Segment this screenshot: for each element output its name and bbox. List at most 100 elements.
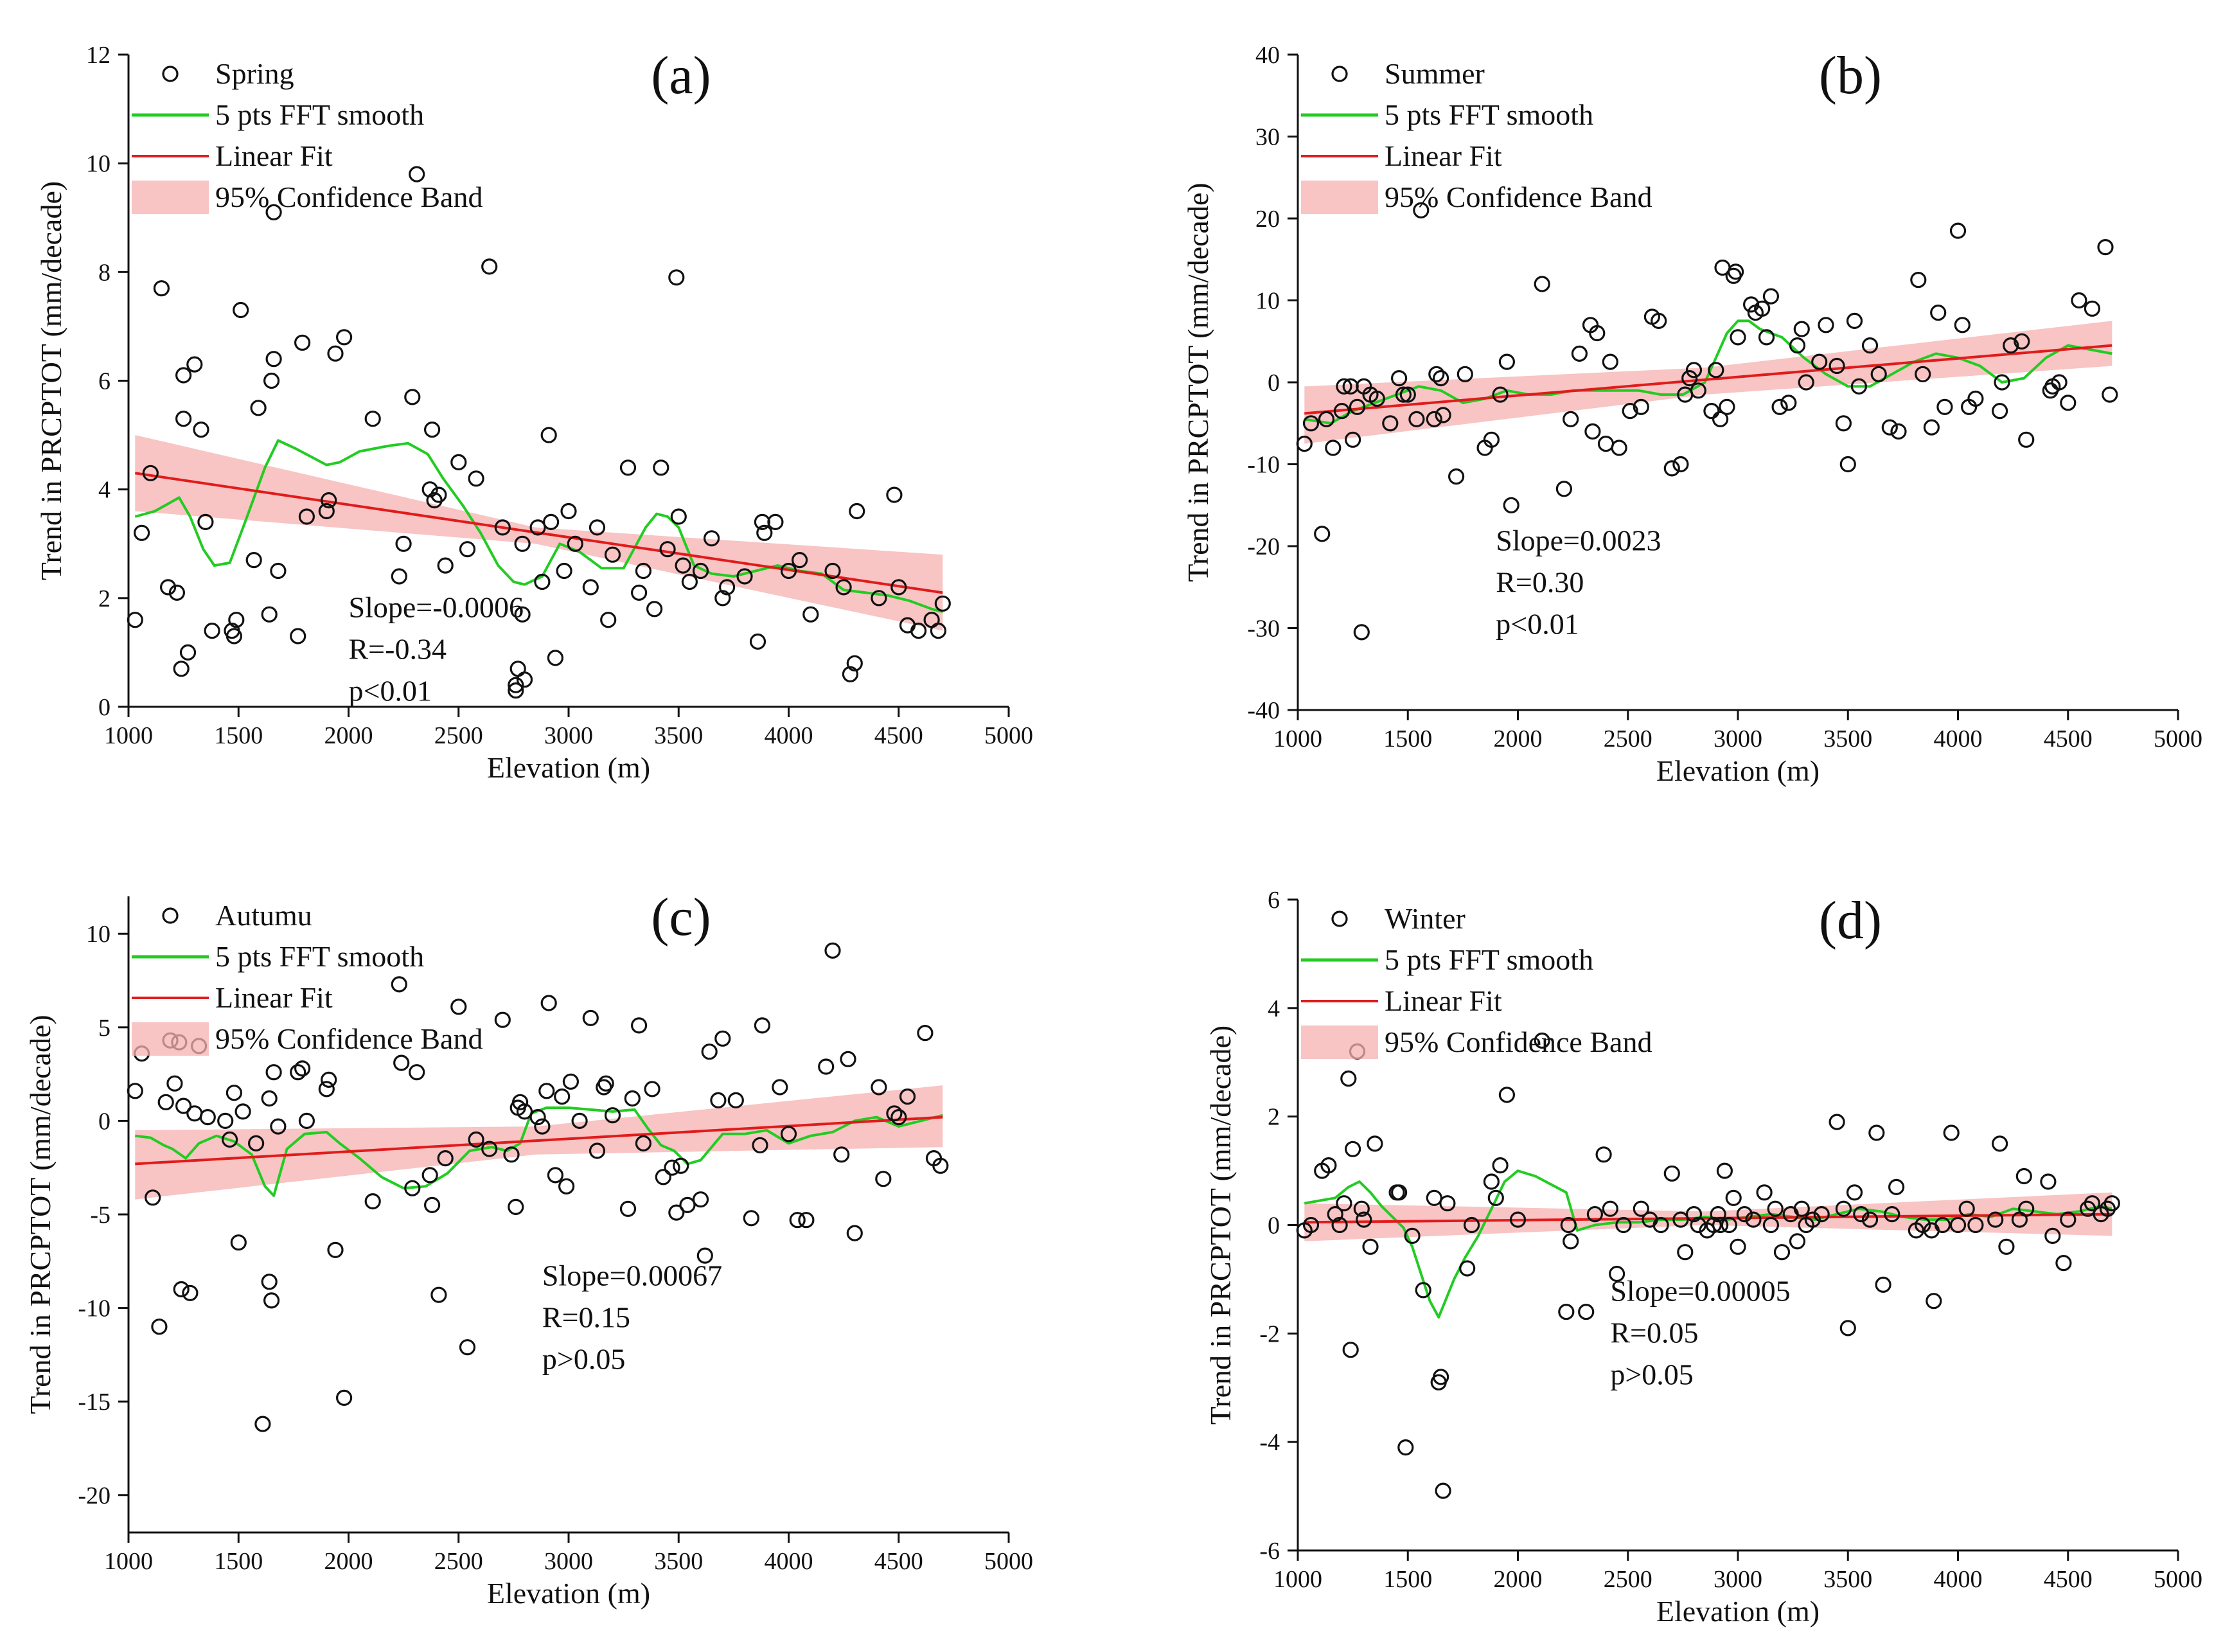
- y-tick-label: 6: [98, 368, 111, 395]
- legend-marker-points: [162, 907, 179, 924]
- data-point: [1716, 1162, 1733, 1179]
- data-point: [1721, 1216, 1737, 1234]
- fft-smooth-line: [1304, 319, 2112, 425]
- data-point: [1435, 1482, 1451, 1499]
- chart-panel-1: 1000 1500 2000 2500 3000 3500 4000 4500 5000 0 2 4 6…: [35, 42, 1033, 784]
- data-point: [1571, 345, 1588, 362]
- data-point: [534, 1118, 551, 1135]
- data-point: [1464, 1216, 1480, 1234]
- data-point: [582, 579, 599, 596]
- data-point: [673, 1157, 689, 1174]
- data-point: [160, 579, 177, 596]
- data-point: [1719, 398, 1735, 415]
- data-point: [217, 1112, 234, 1130]
- data-point: [1708, 362, 1724, 378]
- data-point: [182, 1284, 199, 1301]
- data-point: [932, 1157, 949, 1174]
- y-tick-label: 20: [1255, 206, 1280, 233]
- data-point: [529, 519, 546, 536]
- data-point: [1457, 366, 1473, 382]
- data-point: [127, 612, 143, 628]
- data-point: [1391, 1184, 1408, 1201]
- data-point: [849, 502, 865, 520]
- data-point: [1798, 374, 1814, 391]
- data-point: [395, 535, 412, 552]
- data-point: [1818, 317, 1834, 333]
- data-point: [450, 999, 467, 1015]
- x-axis-label: Elevation (m): [487, 751, 650, 784]
- data-point: [1690, 382, 1706, 399]
- data-point: [635, 562, 652, 580]
- data-point: [1829, 1114, 1845, 1130]
- x-tick-label: 3000: [544, 1548, 593, 1575]
- data-point: [736, 568, 753, 585]
- x-tick-label: 2000: [324, 722, 373, 749]
- data-point: [1915, 366, 1931, 382]
- data-point: [1884, 1205, 1900, 1223]
- data-point: [430, 1286, 447, 1303]
- data-point: [1861, 337, 1879, 354]
- data-point: [1730, 1238, 1746, 1255]
- data-point: [503, 1146, 520, 1163]
- data-point: [890, 1108, 907, 1126]
- x-tick-label: 5000: [984, 1548, 1033, 1575]
- data-point: [842, 666, 859, 682]
- data-point: [1672, 456, 1689, 473]
- data-point: [430, 486, 447, 503]
- data-point: [604, 1107, 621, 1124]
- data-point: [1789, 337, 1806, 354]
- data-point: [2051, 374, 2068, 391]
- data-point: [1633, 1200, 1649, 1217]
- data-point: [1967, 1216, 1984, 1234]
- data-point: [250, 400, 267, 416]
- data-point: [1890, 423, 1907, 440]
- x-tick-label: 4000: [765, 1548, 813, 1575]
- data-point: [1677, 1244, 1694, 1261]
- data-point: [540, 995, 557, 1011]
- data-point: [752, 1137, 768, 1153]
- data-point: [327, 1241, 344, 1258]
- data-point: [910, 622, 927, 639]
- data-point: [890, 579, 907, 596]
- data-point: [193, 421, 209, 438]
- data-point: [261, 606, 278, 623]
- data-point: [364, 1193, 381, 1210]
- data-point: [818, 1058, 835, 1075]
- y-tick-label: 4: [1268, 995, 1280, 1022]
- legend-entry-label: 5 pts FFT smooth: [1385, 98, 1593, 131]
- data-point: [1356, 1211, 1372, 1228]
- data-point: [1399, 386, 1416, 403]
- data-point: [1743, 296, 1760, 313]
- data-point: [772, 1079, 788, 1096]
- data-point: [1835, 415, 1852, 432]
- data-point: [692, 562, 709, 580]
- data-point: [824, 562, 841, 580]
- y-tick-label: 10: [86, 921, 111, 948]
- x-tick-label: 4500: [874, 1548, 923, 1575]
- data-point: [567, 535, 583, 552]
- data-point: [703, 530, 720, 547]
- x-tick-label: 4500: [2044, 725, 2093, 752]
- data-point: [1835, 1200, 1852, 1217]
- data-point: [791, 551, 808, 569]
- data-point: [1428, 366, 1445, 382]
- data-point: [871, 1079, 887, 1096]
- data-point: [655, 1169, 671, 1186]
- y-tick-label: 2: [1268, 1104, 1280, 1131]
- x-tick-label: 1000: [104, 722, 153, 749]
- data-point: [197, 513, 214, 531]
- y-tick-label: -20: [78, 1482, 111, 1509]
- data-point: [1555, 481, 1572, 497]
- data-point: [1994, 374, 2010, 391]
- x-tick-label: 1500: [1383, 1566, 1432, 1593]
- data-point: [1846, 312, 1863, 329]
- x-tick-label: 1500: [214, 1548, 263, 1575]
- data-point: [558, 1178, 575, 1195]
- data-point: [668, 1204, 685, 1221]
- data-point: [619, 1200, 637, 1217]
- data-point: [710, 1092, 727, 1109]
- data-point: [664, 1159, 680, 1176]
- data-point: [1725, 1189, 1742, 1206]
- data-point: [1663, 1165, 1680, 1182]
- data-point: [404, 1180, 421, 1196]
